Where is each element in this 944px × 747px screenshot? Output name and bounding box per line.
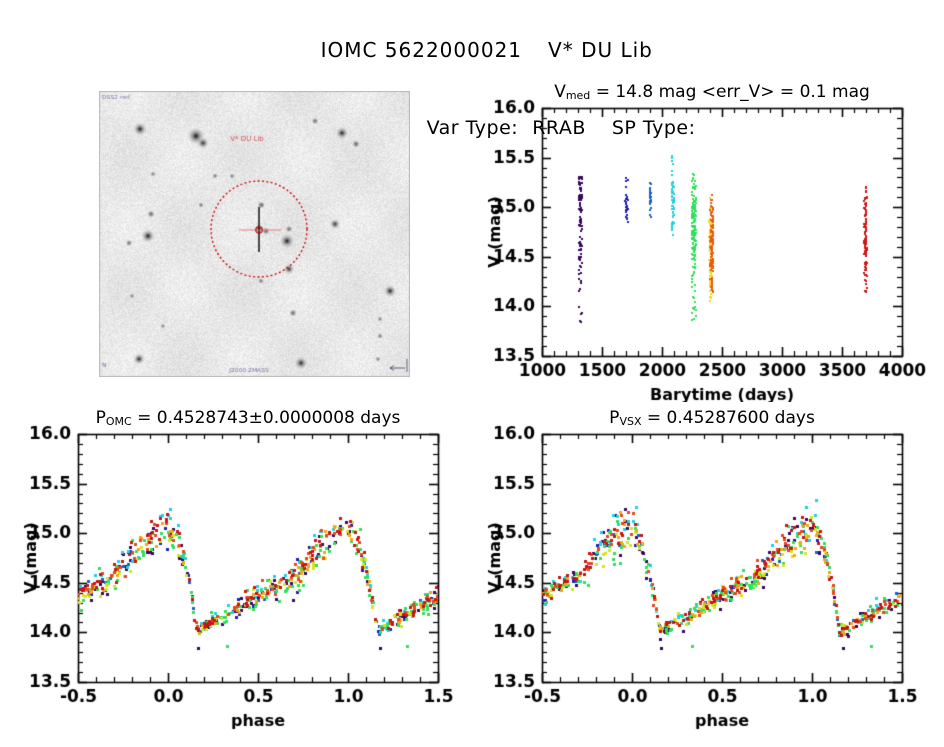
omc-phase-canvas [16, 408, 480, 747]
pomc-subscript: OMC [105, 415, 132, 428]
iomc-id: IOMC 5622000021 [320, 38, 523, 62]
star-name: V* DU Lib [548, 38, 653, 62]
barytime-plot-panel: Vmed = 14.8 mag <err_V> = 0.1 mag [480, 82, 944, 402]
omc-plot-title: POMC = 0.4528743±0.0000008 days [16, 408, 480, 428]
vmed-text: = 14.8 mag <err_V> = 0.1 mag [590, 82, 870, 102]
vmed-symbol: V [554, 82, 566, 102]
pvsx-symbol: P [609, 408, 620, 428]
pomc-symbol: P [95, 408, 106, 428]
pvsx-subscript: VSX [619, 415, 642, 428]
finder-chart-image [99, 91, 410, 377]
pomc-text: = 0.4528743±0.0000008 days [131, 408, 401, 428]
vsx-phase-plot-panel: PVSX = 0.45287600 days [480, 408, 944, 747]
vsx-phase-canvas [480, 408, 944, 747]
pvsx-text: = 0.45287600 days [641, 408, 815, 428]
barytime-scatter-canvas [480, 82, 944, 402]
omc-phase-plot-panel: POMC = 0.4528743±0.0000008 days [16, 408, 480, 747]
vmed-subscript: med [565, 89, 591, 102]
vsx-plot-title: PVSX = 0.45287600 days [480, 408, 944, 428]
page-title: IOMC 5622000021 V* DU Lib [0, 14, 944, 86]
finder-chart-panel [99, 91, 410, 377]
barytime-plot-title: Vmed = 14.8 mag <err_V> = 0.1 mag [480, 82, 944, 102]
